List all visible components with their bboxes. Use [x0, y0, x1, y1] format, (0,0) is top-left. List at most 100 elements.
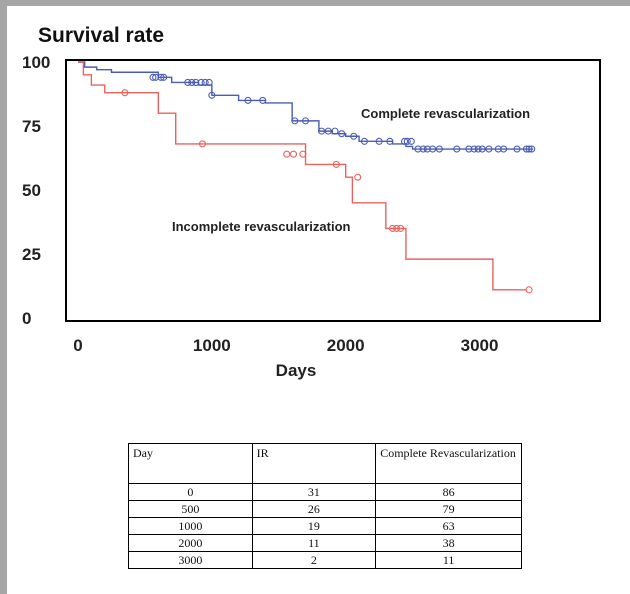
- number-at-risk-table: Day IR Complete Revascularization 0 31 8…: [128, 443, 522, 569]
- table-row: 500 26 79: [128, 500, 522, 518]
- series-line-incomplete-revascularization: [78, 61, 527, 291]
- y-tick-label: 100: [22, 53, 50, 72]
- frame-top-border: [0, 0, 630, 6]
- x-tick-label: 2000: [327, 336, 365, 355]
- header-day: Day: [128, 443, 253, 484]
- censor-mark: [401, 137, 409, 145]
- cell-day: 3000: [128, 551, 253, 569]
- censor-mark: [494, 145, 502, 153]
- frame-left-border: [0, 0, 7, 594]
- table-header-row: Day IR Complete Revascularization: [128, 443, 522, 484]
- censor-mark: [403, 137, 411, 145]
- table-row: 2000 11 38: [128, 534, 522, 552]
- censor-mark: [388, 224, 397, 232]
- table-row: 0 31 86: [128, 483, 522, 501]
- censor-mark: [283, 150, 291, 158]
- y-axis: 0 25 50 75 100: [22, 53, 50, 328]
- y-tick-label: 25: [22, 245, 41, 264]
- censor-mark: [201, 78, 209, 87]
- censor-mark: [375, 137, 383, 145]
- censor-mark: [470, 145, 478, 153]
- x-tick-label: 1000: [193, 336, 231, 355]
- series-layer: [78, 61, 536, 294]
- x-axis-label: Days: [276, 361, 317, 380]
- survival-chart: Survival rate 0 25 50 75 100 0 1000 2000 3000 C…: [22, 24, 601, 380]
- censor-mark: [423, 145, 431, 153]
- censor-mark: [244, 96, 252, 104]
- plot-area-frame: [65, 59, 601, 322]
- censor-mark: [331, 127, 339, 135]
- y-tick-label: 0: [22, 309, 31, 328]
- y-tick-label: 75: [22, 117, 41, 136]
- header-ir: IR: [251, 443, 377, 484]
- cell-day: 0: [128, 483, 253, 501]
- cell-day: 1000: [128, 517, 253, 535]
- cell-ir: 11: [251, 534, 377, 552]
- cell-cr: 79: [375, 500, 522, 518]
- cell-cr: 38: [375, 534, 522, 552]
- y-tick-label: 50: [22, 181, 41, 200]
- cell-cr: 86: [375, 483, 522, 501]
- cell-day: 500: [128, 500, 253, 518]
- censor-mark: [338, 130, 346, 138]
- x-tick-label: 0: [73, 336, 82, 355]
- censor-mark: [435, 145, 443, 153]
- cell-ir: 19: [251, 517, 377, 535]
- censor-mark: [157, 73, 165, 81]
- table-row: 1000 19 63: [128, 517, 522, 535]
- censor-mark: [360, 137, 368, 145]
- censor-mark: [522, 145, 530, 153]
- censor-mark: [465, 145, 473, 153]
- censor-mark: [299, 150, 307, 158]
- censor-mark: [525, 286, 533, 294]
- censor-mark: [393, 224, 401, 232]
- cell-ir: 31: [251, 483, 377, 501]
- cell-cr: 11: [375, 551, 522, 569]
- censor-mark: [208, 91, 216, 99]
- cell-ir: 26: [251, 500, 377, 518]
- censor-mark: [301, 117, 310, 125]
- censor-mark: [149, 73, 157, 81]
- x-axis: 0 1000 2000 3000: [73, 336, 498, 355]
- censor-mark: [500, 145, 508, 153]
- censor-mark: [354, 173, 362, 181]
- censor-mark: [197, 78, 205, 87]
- censor-mark: [386, 137, 394, 145]
- censor-mark: [192, 78, 200, 87]
- censor-mark: [528, 145, 536, 153]
- header-complete-revascularization: Complete Revascularization: [375, 443, 522, 484]
- cell-day: 2000: [128, 534, 253, 552]
- censor-mark: [318, 127, 326, 135]
- censor-mark: [289, 150, 298, 158]
- cell-cr: 63: [375, 517, 522, 535]
- censor-mark: [332, 160, 340, 168]
- chart-title: Survival rate: [38, 24, 164, 47]
- censor-mark: [291, 117, 299, 125]
- censor-mark: [184, 78, 192, 87]
- table-row: 3000 2 11: [128, 551, 522, 569]
- censor-mark: [453, 145, 461, 153]
- censor-mark: [485, 145, 493, 153]
- censor-mark: [478, 145, 486, 153]
- censor-mark: [429, 145, 437, 153]
- censor-mark: [474, 145, 482, 153]
- censor-mark: [397, 224, 405, 232]
- cell-ir: 2: [251, 551, 377, 569]
- censor-mark: [513, 145, 521, 153]
- censor-mark: [324, 127, 332, 135]
- censor-mark: [198, 140, 207, 148]
- censor-mark: [414, 145, 422, 153]
- censor-mark: [121, 89, 129, 97]
- annotation-complete-revascularization: Complete revascularization: [361, 106, 530, 121]
- censor-mark: [160, 73, 168, 81]
- censor-mark: [350, 132, 358, 140]
- censor-mark: [152, 73, 160, 81]
- censor-mark: [259, 96, 267, 104]
- censor-mark: [525, 145, 533, 153]
- x-tick-label: 3000: [461, 336, 499, 355]
- censor-mark: [188, 78, 196, 87]
- censor-mark: [407, 137, 415, 145]
- censor-mark: [205, 78, 213, 87]
- censor-mark: [419, 145, 427, 153]
- annotation-incomplete-revascularization: Incomplete revascularization: [172, 219, 351, 234]
